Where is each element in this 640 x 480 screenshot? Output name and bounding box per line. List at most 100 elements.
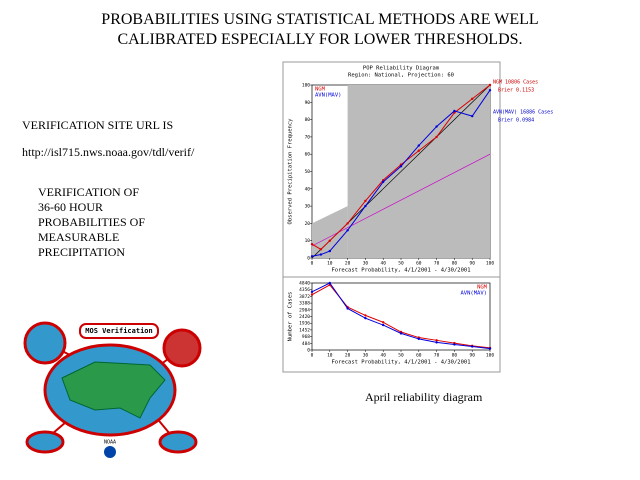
- y-tick-label: 3388: [299, 301, 310, 307]
- x-tick-label: 90: [469, 261, 475, 267]
- chart-subtitle: Region: National, Projection: 60: [348, 73, 454, 79]
- data-point: [435, 125, 438, 128]
- x-tick-label: 50: [398, 261, 404, 267]
- y-tick-label: 40: [305, 186, 311, 192]
- map-graphic: MOS Verification NOAA: [23, 321, 202, 458]
- data-point: [471, 114, 474, 118]
- x-tick-label: 100: [486, 353, 494, 359]
- y-axis-label: Number of Cases: [288, 292, 294, 342]
- data-point: [328, 281, 331, 285]
- description-line: VERIFICATION OF: [38, 185, 140, 199]
- data-point: [382, 180, 385, 184]
- data-point: [399, 332, 403, 335]
- data-point: [382, 321, 385, 324]
- series-line: [311, 84, 491, 250]
- slide-title: PROBABILITIES USING STATISTICAL METHODS …: [101, 11, 539, 48]
- data-point: [328, 249, 331, 253]
- url-label: VERIFICATION SITE URL IS: [22, 118, 174, 132]
- legend-label: NGM: [477, 285, 488, 291]
- skill-region: [347, 85, 490, 258]
- x-tick-label: 50: [398, 353, 404, 359]
- y-tick-label: 968: [302, 334, 310, 340]
- data-point: [364, 314, 367, 317]
- data-point: [346, 307, 349, 310]
- data-point: [435, 135, 438, 139]
- x-tick-label: 60: [416, 353, 422, 359]
- x-tick-label: 90: [469, 353, 475, 359]
- y-tick-label: 10: [305, 238, 311, 244]
- data-point: [364, 199, 367, 203]
- data-point: [471, 345, 474, 348]
- x-tick-label: 100: [486, 261, 494, 267]
- x-axis-label: Forecast Probability, 4/1/2001 - 4/30/20…: [331, 268, 470, 274]
- caption: April reliability diagram: [365, 390, 483, 404]
- data-point: [417, 144, 420, 147]
- data-point: [435, 341, 438, 344]
- data-point: [453, 109, 456, 113]
- data-point: [488, 347, 492, 350]
- x-tick-label: 10: [327, 261, 333, 267]
- annotation: Brier 0.1153: [498, 88, 534, 94]
- y-tick-label: 100: [302, 83, 310, 89]
- x-tick-label: 70: [434, 261, 440, 267]
- data-point: [346, 229, 349, 232]
- data-point: [399, 165, 403, 168]
- y-tick-label: 90: [305, 100, 311, 106]
- x-tick-label: 10: [327, 353, 333, 359]
- y-tick-label: 1452: [299, 327, 310, 333]
- y-tick-label: 30: [305, 204, 311, 210]
- legend-label: AVN(MAV): [315, 93, 342, 99]
- x-axis-label: Forecast Probability, 4/1/2001 - 4/30/20…: [331, 360, 470, 366]
- map-logo: NOAA: [104, 440, 116, 446]
- y-tick-label: 60: [305, 152, 311, 158]
- y-tick-label: 484: [302, 341, 310, 347]
- plot-area: [311, 282, 491, 351]
- y-tick-label: 1936: [299, 321, 310, 327]
- chart-title: POP Reliability Diagram: [363, 66, 440, 72]
- data-point: [417, 149, 420, 152]
- description-line: PRECIPITATION: [38, 245, 126, 259]
- data-point: [435, 339, 438, 342]
- x-tick-label: 20: [345, 261, 351, 267]
- annotation: AVN(MAV) 16886 Cases: [493, 110, 553, 116]
- y-tick-label: 20: [305, 221, 311, 227]
- y-tick-label: 70: [305, 134, 311, 140]
- x-tick-label: 30: [363, 261, 369, 267]
- x-tick-label: 30: [363, 353, 369, 359]
- legend-label: AVN(MAV): [461, 291, 488, 297]
- map-title: MOS Verification: [85, 327, 152, 335]
- series-line: [311, 89, 491, 257]
- x-tick-label: 70: [434, 353, 440, 359]
- x-tick-label: 0: [311, 261, 314, 267]
- y-tick-label: 0: [307, 256, 310, 262]
- data-point: [310, 255, 314, 258]
- y-tick-label: 0: [307, 348, 310, 354]
- x-tick-label: 0: [311, 353, 314, 359]
- x-tick-label: 80: [452, 353, 458, 359]
- description-line: PROBABILITIES OF: [38, 215, 146, 229]
- description: VERIFICATION OF 36-60 HOUR PROBABILITIES…: [38, 185, 145, 260]
- data-point: [488, 88, 492, 92]
- data-point: [417, 337, 420, 341]
- data-point: [471, 97, 474, 101]
- x-tick-label: 80: [452, 261, 458, 267]
- legend-label: NGM: [315, 87, 326, 93]
- y-tick-label: 4356: [299, 287, 310, 293]
- y-tick-label: 2420: [299, 314, 310, 320]
- y-tick-label: 2904: [299, 307, 310, 313]
- x-tick-label: 20: [345, 353, 351, 359]
- no-skill-line: [311, 153, 491, 247]
- url: http://isl715.nws.noaa.gov/tdl/verif/: [22, 145, 195, 159]
- data-point: [310, 290, 314, 294]
- y-tick-label: 4840: [299, 281, 310, 287]
- description-line: 36-60 HOUR: [38, 200, 103, 214]
- data-point: [319, 248, 323, 251]
- data-point: [310, 293, 314, 296]
- data-point: [453, 343, 456, 346]
- data-point: [364, 204, 367, 208]
- data-point: [310, 242, 314, 246]
- data-point: [382, 323, 385, 327]
- data-point: [319, 253, 323, 256]
